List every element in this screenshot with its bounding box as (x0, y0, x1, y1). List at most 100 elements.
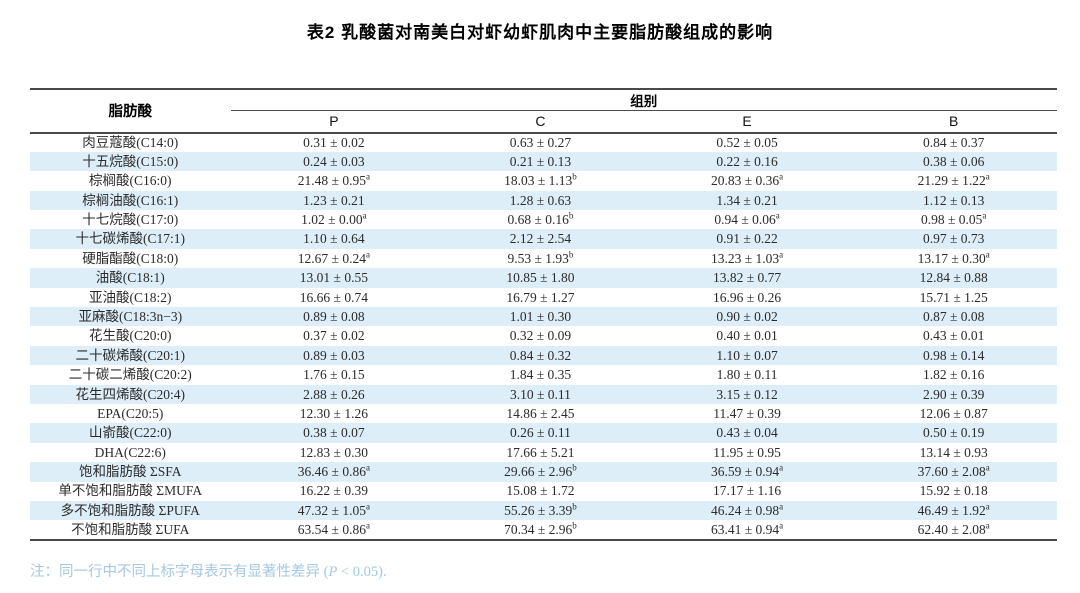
value-cell: 0.90 ± 0.02 (716, 308, 778, 324)
fatty-acid-name: 十七烷酸(C17:0) (82, 212, 179, 227)
significance-superscript: a (985, 462, 990, 473)
value-cell: 20.83 ± 0.36a (710, 171, 784, 189)
value-cell: 0.22 ± 0.16 (716, 153, 778, 169)
value-cell: 21.48 ± 0.95a (297, 171, 370, 189)
significance-superscript: a (365, 462, 370, 473)
fatty-acid-table: 脂肪酸 组别 P C E B 肉豆蔻酸(C14:0) 0.31 ± 0.02 0.6… (30, 88, 1057, 541)
table-row: EPA(C20:5) 12.30 ± 1.26 14.86 ± 2.45 11.47 … (30, 404, 1057, 423)
column-header-C: C (535, 113, 546, 130)
value-cell: 0.97 ± 0.73 (922, 231, 985, 247)
table-row: 山嵛酸(C22:0) 0.38 ± 0.07 0.26 ± 0.11 0.43 ± 0… (30, 423, 1057, 443)
value-cell: 1.34 ± 0.21 (716, 192, 778, 208)
fatty-acid-name: 亚麻酸(C18:3n−3) (78, 308, 183, 324)
value-cell: 0.31 ± 0.02 (303, 134, 365, 150)
value-cell: 1.23 ± 0.21 (303, 192, 365, 208)
value-cell: 1.12 ± 0.13 (922, 192, 985, 208)
value-cell: 55.26 ± 3.39b (504, 501, 577, 518)
significance-superscript: b (568, 210, 574, 221)
value-cell: 13.14 ± 0.93 (919, 444, 988, 460)
value-cell: 16.79 ± 1.27 (506, 289, 575, 305)
fatty-acid-name: 山嵛酸(C22:0) (89, 425, 172, 441)
fatty-acid-name: 亚油酸(C18:2) (89, 289, 172, 305)
value-cell: 1.82 ± 0.16 (922, 367, 985, 383)
footnote-text-end: < 0.05). (337, 564, 387, 580)
value-cell: 10.85 ± 1.80 (506, 270, 575, 286)
value-cell: 12.67 ± 0.24a (297, 249, 370, 266)
table-row: 肉豆蔻酸(C14:0) 0.31 ± 0.02 0.63 ± 0.27 0.52 ± … (30, 133, 1057, 152)
value-cell: 1.02 ± 0.00a (301, 210, 367, 227)
table-row: 不饱和脂肪酸 ΣUFA 63.54 ± 0.86a 70.34 ± 2.96b 63.… (30, 520, 1057, 539)
fatty-acid-name: DHA(C22:6) (94, 444, 166, 460)
value-cell: 1.10 ± 0.64 (303, 231, 365, 247)
subheader-row: P C E B (30, 111, 1057, 133)
significance-superscript: a (985, 249, 990, 260)
column-header-E: E (742, 113, 752, 130)
value-cell: 0.40 ± 0.01 (716, 328, 778, 344)
value-cell: 0.24 ± 0.03 (303, 153, 365, 169)
value-cell: 62.40 ± 2.08a (917, 520, 990, 537)
significance-superscript: a (362, 210, 367, 221)
footnote-p-symbol: P (328, 564, 338, 580)
value-cell: 16.66 ± 0.74 (299, 289, 368, 305)
fatty-acid-name: 硬脂酯酸(C18:0) (82, 250, 179, 266)
value-cell: 1.10 ± 0.07 (716, 347, 778, 363)
significance-superscript: a (775, 210, 780, 221)
value-cell: 3.10 ± 0.11 (510, 386, 571, 402)
value-cell: 0.43 ± 0.01 (922, 328, 985, 344)
value-cell: 0.94 ± 0.06a (714, 210, 780, 227)
value-cell: 13.17 ± 0.30a (917, 249, 990, 266)
significance-superscript: a (779, 501, 784, 512)
value-cell: 0.84 ± 0.37 (922, 134, 985, 150)
table-row: 多不饱和脂肪酸 ΣPUFA 47.32 ± 1.05a 55.26 ± 3.39b 4… (30, 500, 1057, 521)
value-cell: 2.12 ± 2.54 (509, 231, 572, 247)
column-header-group: 组别 (230, 89, 1057, 111)
value-cell: 17.17 ± 1.16 (712, 483, 782, 499)
significance-superscript: b (572, 171, 577, 182)
value-cell: 0.91 ± 0.22 (716, 231, 778, 247)
value-cell: 1.80 ± 0.11 (716, 367, 778, 383)
table-body: 肉豆蔻酸(C14:0) 0.31 ± 0.02 0.63 ± 0.27 0.52 ± … (30, 133, 1057, 540)
fatty-acid-name: 单不饱和脂肪酸 ΣMUFA (58, 483, 203, 499)
value-cell: 0.98 ± 0.05a (920, 210, 987, 227)
fatty-acid-name: 花生酸(C20:0) (89, 328, 172, 344)
value-cell: 13.01 ± 0.55 (299, 270, 368, 286)
table-title: 表2 乳酸菌对南美白对虾幼虾肌肉中主要脂肪酸组成的影响 (306, 23, 774, 42)
significance-superscript: a (365, 501, 370, 512)
value-cell: 37.60 ± 2.08a (917, 462, 990, 480)
table-row: 二十碳二烯酸(C20:2) 1.76 ± 0.15 1.84 ± 0.35 1.80 … (30, 365, 1057, 384)
value-cell: 3.15 ± 0.12 (716, 386, 778, 402)
value-cell: 1.84 ± 0.35 (509, 367, 572, 383)
table-row: 二十碳烯酸(C20:1) 0.89 ± 0.03 0.84 ± 0.32 1.10 ±… (30, 345, 1057, 366)
table-row: 油酸(C18:1) 13.01 ± 0.55 10.85 ± 1.80 13.82 ±… (30, 268, 1057, 288)
value-cell: 1.28 ± 0.63 (509, 192, 572, 208)
value-cell: 0.89 ± 0.03 (303, 347, 365, 363)
significance-superscript: a (779, 171, 784, 182)
table-row: 十七碳烯酸(C17:1) 1.10 ± 0.64 2.12 ± 2.54 0.91 ±… (30, 229, 1057, 249)
value-cell: 1.76 ± 0.15 (303, 367, 365, 383)
table-row: 棕榈酸(C16:0) 21.48 ± 0.95a 18.03 ± 1.13b 20.8… (30, 171, 1057, 190)
value-cell: 15.92 ± 0.18 (919, 483, 988, 499)
value-cell: 1.01 ± 0.30 (509, 308, 572, 324)
table-row: 十五烷酸(C15:0) 0.24 ± 0.03 0.21 ± 0.13 0.22 ± … (30, 151, 1057, 172)
value-cell: 9.53 ± 1.93b (507, 249, 574, 266)
value-cell: 13.23 ± 1.03a (710, 249, 784, 266)
value-cell: 46.49 ± 1.92a (917, 501, 990, 518)
value-cell: 12.83 ± 0.30 (299, 444, 368, 460)
data-table: 脂肪酸 组别 P C E B 肉豆蔻酸(C14:0) 0.31 ± 0.02 0.6… (30, 88, 1057, 541)
fatty-acid-name: 棕榈油酸(C16:1) (82, 192, 179, 208)
value-cell: 46.24 ± 0.98a (710, 501, 784, 518)
value-cell: 29.66 ± 2.96b (504, 462, 577, 480)
value-cell: 0.87 ± 0.08 (922, 308, 985, 324)
fatty-acid-name: EPA(C20:5) (97, 405, 164, 421)
table-row: 花生酸(C20:0) 0.37 ± 0.02 0.32 ± 0.09 0.40 ± 0… (30, 326, 1057, 345)
table-footnote: 注：同一行中不同上标字母表示有显著性差异 (P < 0.05). (30, 560, 387, 581)
value-cell: 16.22 ± 0.39 (299, 483, 368, 499)
fatty-acid-name: 棕榈酸(C16:0) (89, 173, 172, 189)
value-cell: 0.68 ± 0.16b (507, 210, 574, 227)
value-cell: 16.96 ± 0.26 (712, 289, 782, 305)
value-cell: 63.54 ± 0.86a (297, 520, 370, 537)
value-cell: 36.46 ± 0.86a (297, 462, 370, 480)
column-header-P: P (329, 113, 339, 130)
fatty-acid-name: 花生四烯酸(C20:4) (75, 386, 186, 402)
significance-superscript: a (365, 249, 370, 260)
